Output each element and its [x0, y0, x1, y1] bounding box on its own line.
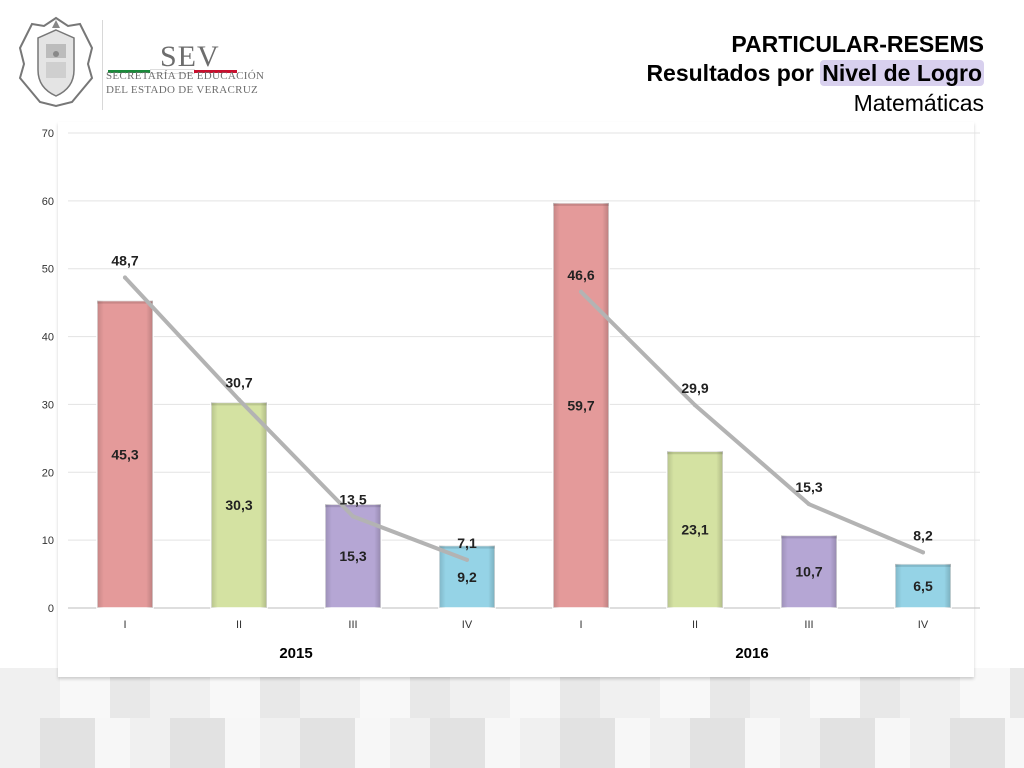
x-tick-label: I: [123, 619, 126, 631]
bar-shading: [211, 402, 267, 608]
page-title: PARTICULAR-RESEMS: [731, 31, 984, 57]
bar-top-edge: [97, 300, 153, 304]
x-tick-label: II: [692, 619, 698, 631]
trend-point: [579, 289, 583, 294]
veracruz-seal-icon: [18, 16, 94, 108]
trend-point: [351, 514, 355, 519]
bar-value-label: 59,7: [567, 397, 594, 413]
bar-shading: [895, 563, 951, 608]
line-value-label: 13,5: [339, 491, 366, 507]
subtitle-prefix: Resultados por: [646, 60, 821, 86]
trend-point: [123, 275, 127, 280]
bar-top-edge: [667, 451, 723, 455]
y-tick-label: 20: [42, 467, 54, 479]
bar-shading: [97, 300, 153, 608]
y-tick-label: 50: [42, 264, 54, 276]
line-value-label: 29,9: [681, 380, 708, 396]
y-tick-label: 60: [42, 196, 54, 208]
bar-shading: [781, 535, 837, 608]
trend-point: [693, 403, 697, 408]
bar-value-label: 9,2: [457, 569, 477, 585]
bar-value-label: 45,3: [111, 446, 138, 462]
trend-line: [579, 289, 925, 555]
trend-point: [807, 502, 811, 507]
line-value-label: 46,6: [567, 267, 594, 283]
line-value-label: 15,3: [795, 479, 822, 495]
y-tick-label: 70: [42, 128, 54, 140]
logo-line-2: DEL ESTADO DE VERACRUZ: [106, 84, 259, 96]
bar-value-label: 15,3: [339, 548, 366, 564]
title-block: PARTICULAR-RESEMS Resultados por Nivel d…: [646, 30, 984, 118]
logo-brand-text: SEV: [160, 40, 220, 73]
bar-shading: [553, 202, 609, 608]
logo-color-bar: [108, 60, 238, 74]
bar-shading: [667, 451, 723, 608]
x-tick-label: III: [348, 619, 357, 631]
subtitle-highlight: Nivel de Logro: [820, 60, 984, 86]
bar-top-edge: [553, 202, 609, 206]
group-label: 2016: [735, 645, 768, 662]
bar-top-edge: [211, 402, 267, 406]
line-value-label: 48,7: [111, 253, 138, 269]
x-tick-label: III: [804, 619, 813, 631]
y-tick-label: 30: [42, 399, 54, 411]
y-tick-label: 10: [42, 535, 54, 547]
x-tick-label: IV: [462, 619, 473, 631]
page-subtitle: Resultados por Nivel de Logro: [646, 58, 984, 88]
x-tick-label: I: [579, 619, 582, 631]
trend-point: [465, 557, 469, 562]
y-tick-label: 0: [48, 603, 54, 615]
bar-value-label: 23,1: [681, 522, 708, 538]
y-tick-label: 40: [42, 332, 54, 344]
logo-divider: [102, 20, 103, 110]
subject-label: Matemáticas: [853, 90, 984, 116]
x-tick-label: IV: [918, 619, 929, 631]
x-tick-label: II: [236, 619, 242, 631]
bar-top-edge: [781, 535, 837, 539]
logo-line-1: SECRETARÍA DE EDUCACIÓN: [106, 70, 265, 82]
trend-point: [921, 550, 925, 555]
bar-shading: [439, 545, 495, 608]
trend-point: [237, 397, 241, 402]
bar-value-label: 10,7: [795, 564, 822, 580]
line-value-label: 30,7: [225, 375, 252, 391]
bar-top-edge: [439, 545, 495, 549]
bar-value-label: 6,5: [913, 578, 933, 594]
sev-logo: SEV SECRETARÍA DE EDUCACIÓN DEL ESTADO D…: [12, 12, 264, 116]
line-value-label: 8,2: [913, 527, 933, 543]
trend-line: [123, 275, 469, 562]
decorative-bottom-strip-lower: [0, 718, 1024, 768]
group-label: 2015: [279, 645, 312, 662]
bar-top-edge: [325, 504, 381, 508]
line-value-label: 7,1: [457, 535, 477, 551]
bar-value-label: 30,3: [225, 497, 252, 513]
bar-top-edge: [895, 563, 951, 567]
